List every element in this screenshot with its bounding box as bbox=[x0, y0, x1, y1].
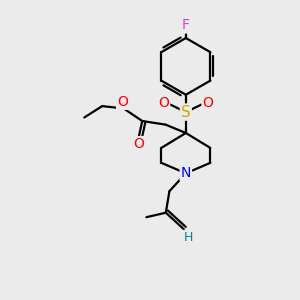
Text: S: S bbox=[181, 105, 191, 120]
Text: H: H bbox=[184, 231, 193, 244]
Text: O: O bbox=[117, 95, 128, 109]
Text: N: N bbox=[181, 166, 191, 180]
Text: F: F bbox=[182, 19, 190, 32]
Text: O: O bbox=[133, 137, 144, 151]
Text: O: O bbox=[202, 96, 213, 110]
Text: O: O bbox=[158, 96, 169, 110]
